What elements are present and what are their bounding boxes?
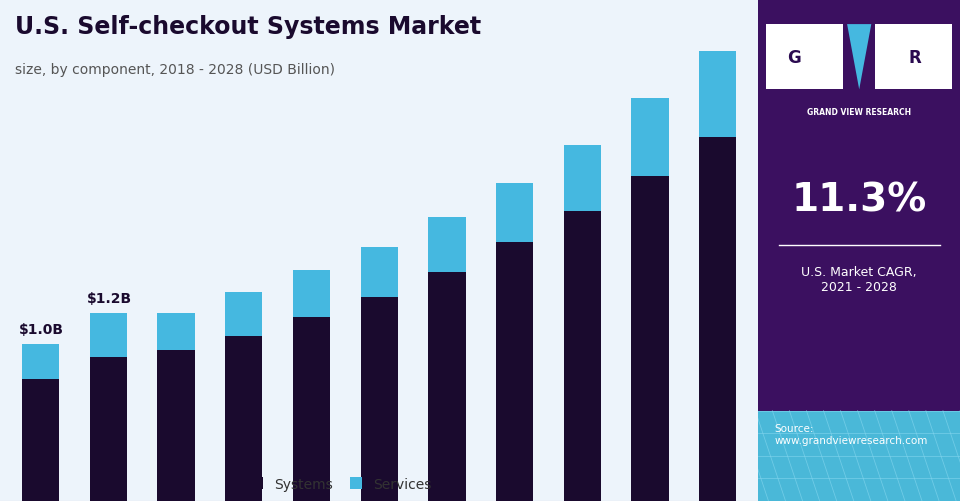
Text: G: G <box>787 49 801 67</box>
Text: U.S. Market CAGR,
2021 - 2028: U.S. Market CAGR, 2021 - 2028 <box>802 266 917 294</box>
Bar <box>157 313 195 351</box>
Bar <box>293 318 330 501</box>
Bar <box>22 379 60 501</box>
Bar <box>361 298 397 501</box>
FancyBboxPatch shape <box>766 25 843 90</box>
Text: U.S. Self-checkout Systems Market: U.S. Self-checkout Systems Market <box>15 15 481 39</box>
Bar <box>699 52 736 138</box>
Text: 11.3%: 11.3% <box>792 181 926 219</box>
FancyBboxPatch shape <box>758 0 960 501</box>
Text: size, by component, 2018 - 2028 (USD Billion): size, by component, 2018 - 2028 (USD Bil… <box>15 63 335 77</box>
Bar <box>157 351 195 501</box>
Bar <box>632 99 669 177</box>
FancyBboxPatch shape <box>876 25 952 90</box>
Text: Source:
www.grandviewresearch.com: Source: www.grandviewresearch.com <box>775 423 928 445</box>
Bar <box>632 177 669 501</box>
Text: GRAND VIEW RESEARCH: GRAND VIEW RESEARCH <box>807 108 911 117</box>
Bar <box>428 273 466 501</box>
Text: R: R <box>908 49 921 67</box>
Bar <box>428 217 466 273</box>
Bar <box>226 337 262 501</box>
Bar <box>564 211 601 501</box>
Legend: Systems, Services: Systems, Services <box>245 471 438 496</box>
Bar <box>564 146 601 211</box>
Bar <box>496 242 533 501</box>
FancyBboxPatch shape <box>758 411 960 501</box>
Bar <box>361 247 397 298</box>
Text: $1.2B: $1.2B <box>86 291 132 305</box>
Bar <box>293 271 330 318</box>
Bar <box>22 345 60 379</box>
Polygon shape <box>847 25 872 90</box>
Bar <box>89 357 127 501</box>
Text: $1.0B: $1.0B <box>19 323 64 337</box>
Bar <box>496 183 533 242</box>
Bar <box>89 313 127 357</box>
Bar <box>226 293 262 337</box>
Bar <box>699 138 736 501</box>
